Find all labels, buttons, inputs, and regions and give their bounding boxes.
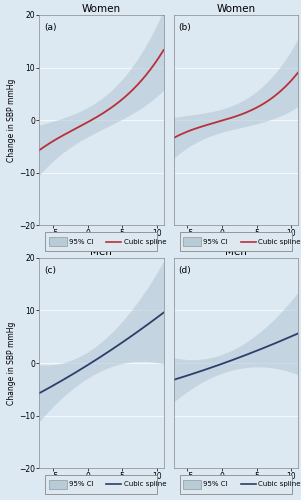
Text: Cubic spline: Cubic spline (124, 238, 166, 244)
Text: (c): (c) (44, 266, 56, 276)
Title: Women: Women (82, 4, 121, 14)
Text: 95% CI: 95% CI (203, 238, 228, 244)
Title: Women: Women (216, 4, 255, 14)
Title: Men: Men (90, 247, 112, 257)
Text: Cubic spline: Cubic spline (258, 482, 301, 488)
FancyBboxPatch shape (180, 232, 292, 251)
Text: (b): (b) (178, 24, 191, 32)
FancyBboxPatch shape (45, 475, 157, 494)
X-axis label: Change in BMI kg/m²: Change in BMI kg/m² (196, 482, 276, 492)
Text: (a): (a) (44, 24, 57, 32)
X-axis label: Change in BMI kg/m²: Change in BMI kg/m² (61, 240, 141, 249)
Title: Men: Men (225, 247, 247, 257)
Y-axis label: Change in SBP mmHg: Change in SBP mmHg (7, 78, 16, 162)
Text: Cubic spline: Cubic spline (258, 238, 301, 244)
X-axis label: Change in BMI kg/m²: Change in BMI kg/m² (196, 240, 276, 249)
FancyBboxPatch shape (45, 232, 157, 251)
Text: (d): (d) (178, 266, 191, 276)
Bar (49, 480, 67, 488)
Y-axis label: Change in SBP mmHg: Change in SBP mmHg (7, 322, 16, 404)
Bar (184, 238, 201, 246)
Text: 95% CI: 95% CI (203, 482, 228, 488)
X-axis label: Change in BMI kg/m²: Change in BMI kg/m² (61, 482, 141, 492)
Text: 95% CI: 95% CI (69, 482, 94, 488)
Bar (49, 238, 67, 246)
Text: Cubic spline: Cubic spline (124, 482, 166, 488)
Text: 95% CI: 95% CI (69, 238, 94, 244)
FancyBboxPatch shape (180, 475, 292, 494)
Bar (184, 480, 201, 488)
